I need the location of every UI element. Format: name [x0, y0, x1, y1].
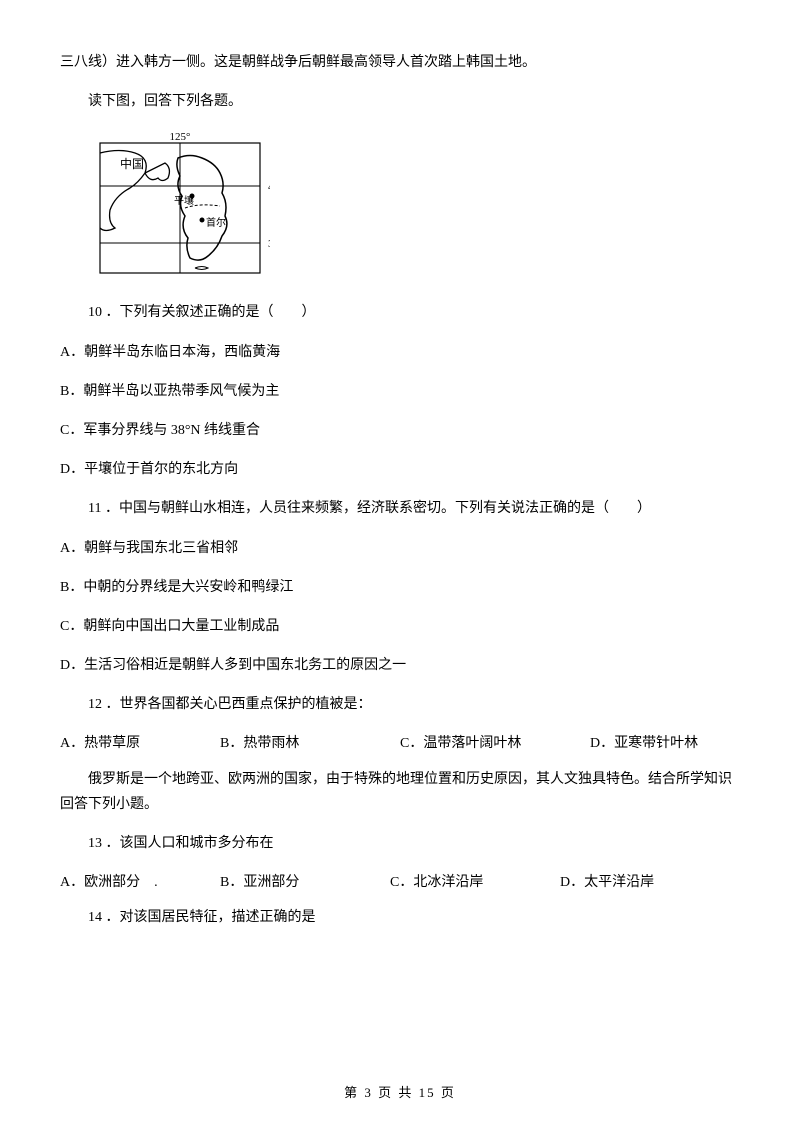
- q12-choice-c: C．温带落叶阔叶林: [400, 731, 590, 756]
- q13-choices: A．欧洲部分 . B．亚洲部分 C．北冰洋沿岸 D．太平洋沿岸: [60, 870, 740, 895]
- q10-choice-a: A．朝鲜半岛东临日本海，西临黄海: [60, 340, 740, 365]
- q13-choice-d: D．太平洋沿岸: [560, 870, 654, 895]
- korea-map: 125° 40° 35° 中国 平壤 首尔: [90, 128, 740, 286]
- label-seoul: 首尔: [206, 216, 226, 229]
- q10-choice-d: D．平壤位于首尔的东北方向: [60, 457, 740, 482]
- q11-choice-d: D．生活习俗相近是朝鲜人多到中国东北务工的原因之一: [60, 653, 740, 678]
- q12-choice-a: A．热带草原: [60, 731, 220, 756]
- q11-choice-a: A．朝鲜与我国东北三省相邻: [60, 536, 740, 561]
- q10-stem: 10 ．下列有关叙述正确的是（ ）: [60, 300, 740, 325]
- map-svg: 125° 40° 35° 中国 平壤 首尔: [90, 128, 270, 286]
- page: 三八线）进入韩方一侧。这是朝鲜战争后朝鲜最高领导人首次踏上韩国土地。 读下图，回…: [0, 0, 800, 1132]
- q11-choice-c: C．朝鲜向中国出口大量工业制成品: [60, 614, 740, 639]
- q11-choice-b: B．中朝的分界线是大兴安岭和鸭绿江: [60, 575, 740, 600]
- q14-stem: 14 ．对该国居民特征，描述正确的是: [60, 905, 740, 930]
- label-125: 125°: [170, 131, 191, 143]
- q13-choice-a: A．欧洲部分 .: [60, 870, 220, 895]
- page-footer: 第 3 页 共 15 页: [0, 1081, 800, 1104]
- label-china: 中国: [120, 156, 144, 171]
- q13-choice-c: C．北冰洋沿岸: [390, 870, 560, 895]
- label-pyongyang: 平壤: [174, 194, 194, 207]
- q10-choice-c: C．军事分界线与 38°N 纬线重合: [60, 418, 740, 443]
- q12-choices: A．热带草原 B．热带雨林 C．温带落叶阔叶林 D．亚寒带针叶林: [60, 731, 740, 756]
- label-35: 35°: [268, 238, 270, 250]
- intro-line-1: 三八线）进入韩方一侧。这是朝鲜战争后朝鲜最高领导人首次踏上韩国土地。: [60, 50, 740, 75]
- q12-choice-d: D．亚寒带针叶林: [590, 731, 698, 756]
- q13-stem: 13 ．该国人口和城市多分布在: [60, 831, 740, 856]
- q13-choice-b: B．亚洲部分: [220, 870, 390, 895]
- q10-choice-b: B．朝鲜半岛以亚热带季风气候为主: [60, 379, 740, 404]
- label-40: 40°: [268, 181, 270, 193]
- russia-intro: 俄罗斯是一个地跨亚、欧两洲的国家，由于特殊的地理位置和历史原因，其人文独具特色。…: [60, 767, 740, 817]
- q11-stem: 11 ．中国与朝鲜山水相连，人员往来频繁，经济联系密切。下列有关说法正确的是（ …: [60, 496, 740, 521]
- q12-stem: 12 ．世界各国都关心巴西重点保护的植被是：: [60, 692, 740, 717]
- intro-line-2: 读下图，回答下列各题。: [60, 89, 740, 114]
- q12-choice-b: B．热带雨林: [220, 731, 400, 756]
